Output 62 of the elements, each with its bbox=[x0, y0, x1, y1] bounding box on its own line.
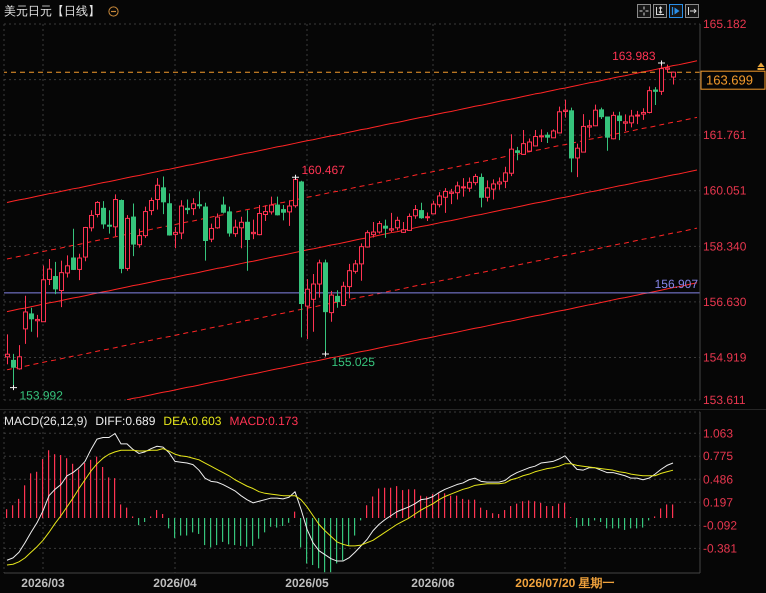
candlestick bbox=[77, 253, 82, 281]
candlestick bbox=[155, 178, 160, 210]
candlestick bbox=[23, 295, 28, 344]
y-tick-label: 160.051 bbox=[703, 184, 747, 198]
line-series bbox=[6, 60, 698, 203]
candlestick bbox=[389, 212, 394, 233]
candlestick bbox=[479, 173, 484, 208]
y-tick-label: 161.761 bbox=[703, 128, 747, 142]
text: 153.992 bbox=[20, 388, 63, 403]
candlestick bbox=[383, 219, 388, 238]
y-tick-label: 156.630 bbox=[703, 294, 747, 309]
x-tick-label: 2026/03 bbox=[21, 576, 66, 590]
y-tick-label: -0.092 bbox=[703, 518, 738, 532]
candlestick bbox=[329, 290, 334, 322]
candlestick bbox=[95, 200, 100, 218]
candlestick bbox=[419, 202, 424, 220]
series-label: DEA:0.603 bbox=[163, 414, 222, 428]
ref-line-label: 163.699 bbox=[706, 72, 753, 88]
candlestick bbox=[53, 261, 58, 295]
candlestick bbox=[653, 86, 658, 106]
candlestick bbox=[617, 111, 622, 141]
y-tick-label: 0.486 bbox=[703, 472, 734, 486]
candlestick bbox=[17, 344, 22, 370]
y-tick-label: 0.197 bbox=[703, 495, 734, 510]
candlestick bbox=[71, 228, 76, 271]
y-tick-label: -0.381 bbox=[703, 541, 738, 556]
candlestick bbox=[185, 199, 190, 215]
text: MACD:0.173 bbox=[229, 414, 298, 428]
text: 160.467 bbox=[302, 163, 345, 178]
candlestick bbox=[5, 334, 10, 365]
y-tick-label: 158.340 bbox=[703, 239, 747, 254]
series-label: DIFF:0.689 bbox=[95, 414, 156, 428]
x-tick-label: 2026/06 bbox=[411, 576, 456, 590]
y-tick-label: 1.063 bbox=[703, 426, 734, 440]
candlestick bbox=[107, 210, 112, 234]
y-tick-label: 154.919 bbox=[703, 350, 747, 364]
candlestick bbox=[29, 307, 34, 332]
ref-line-label: 156.907 bbox=[654, 276, 698, 291]
chart-title: MACD(26,12,9) bbox=[4, 414, 88, 428]
candlestick bbox=[101, 200, 106, 230]
candlestick bbox=[335, 290, 340, 308]
y-tick-label: 0.775 bbox=[703, 449, 734, 464]
line-series bbox=[6, 228, 698, 370]
chart-title: 美元日元【日线】 bbox=[4, 4, 100, 18]
candlestick bbox=[149, 197, 154, 216]
candlestick bbox=[611, 111, 616, 140]
candlestick bbox=[191, 198, 196, 216]
candlestick bbox=[161, 176, 166, 215]
text: 155.025 bbox=[332, 355, 375, 370]
candlestick bbox=[515, 146, 520, 161]
line-series bbox=[6, 116, 698, 260]
candlestick bbox=[197, 190, 202, 210]
x-tick-label: 2026/07/20 星期一 bbox=[515, 576, 615, 590]
y-tick-label: 153.611 bbox=[703, 393, 746, 407]
candlestick bbox=[545, 132, 550, 144]
x-tick-label: 2026/05 bbox=[285, 576, 330, 590]
candlestick bbox=[671, 71, 676, 86]
text: 163.983 bbox=[612, 48, 656, 63]
y-tick-label: 165.182 bbox=[703, 17, 747, 31]
x-tick-label: 2026/04 bbox=[153, 576, 198, 590]
candlestick bbox=[395, 216, 400, 231]
candlestick bbox=[245, 210, 250, 272]
